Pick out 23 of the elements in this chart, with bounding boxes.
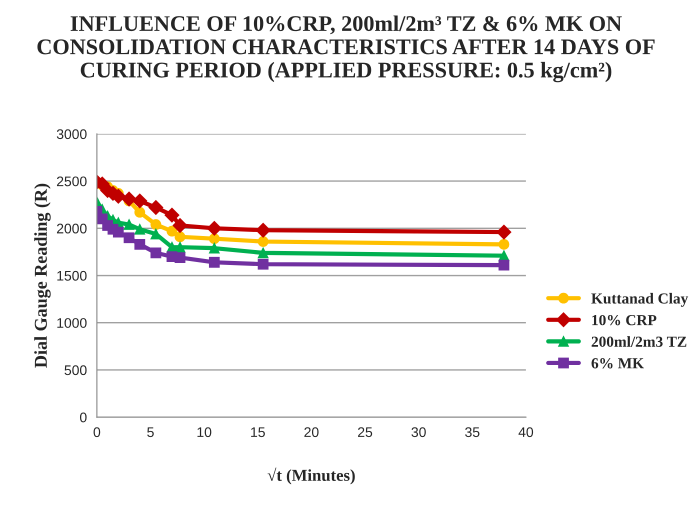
y-tick-label: 2000: [56, 224, 87, 234]
x-axis-title: √t (Minutes): [268, 468, 355, 484]
y-tick-label: 1000: [57, 318, 87, 328]
legend-label: 6% MK: [592, 358, 644, 368]
x-tick-label: 10: [197, 427, 212, 438]
x-tick-label: 20: [304, 427, 319, 438]
x-tick-label: 40: [518, 427, 534, 438]
x-tick-label: 30: [411, 427, 426, 438]
y-tick-label: 3000: [56, 129, 87, 140]
x-tick-label: 25: [358, 427, 372, 438]
legend-label: 200ml/2m3 TZ: [592, 336, 686, 347]
y-axis-title: Dial Gauge Reading (R): [34, 184, 51, 368]
x-tick-label: 5: [147, 427, 154, 438]
legend-label: 10% CRP: [592, 314, 656, 326]
legend-label: Kuttanad Clay: [591, 292, 688, 307]
x-tick-label: 0: [94, 427, 100, 438]
chart-title: INFLUENCE OF 10%CRP, 200ml/2m³ TZ & 6% MK ON CONSOLIDATION CHARACTERISTICS AFTER 14 DAYS OF CURING PERIOD (APPLIED PRESSURE: 0.5 kg/cm²): [37, 15, 655, 82]
y-tick-label: 1500: [57, 270, 87, 281]
x-tick-label: 15: [251, 427, 265, 438]
y-tick-label: 0: [80, 412, 87, 422]
y-tick-label: 2500: [56, 176, 87, 186]
y-tick-label: 500: [64, 365, 87, 376]
x-tick-label: 35: [465, 427, 480, 438]
